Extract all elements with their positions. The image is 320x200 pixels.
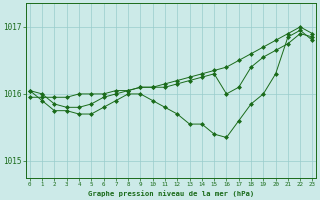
X-axis label: Graphe pression niveau de la mer (hPa): Graphe pression niveau de la mer (hPa) [88, 190, 254, 197]
